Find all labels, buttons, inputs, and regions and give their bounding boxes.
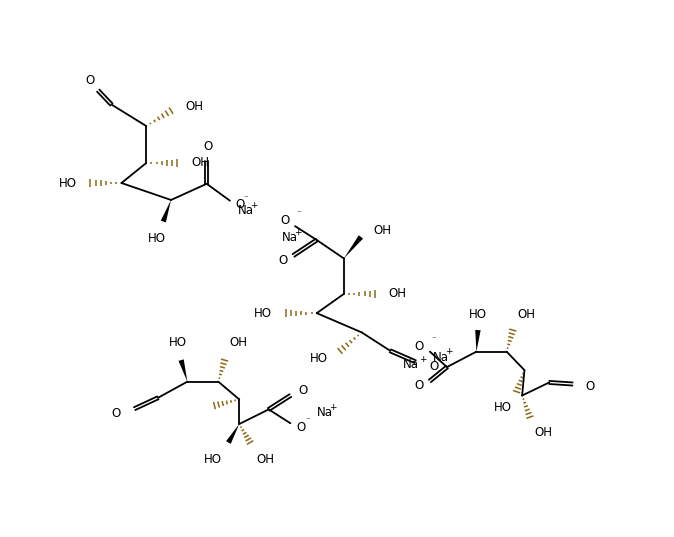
- Text: HO: HO: [204, 453, 222, 466]
- Text: OH: OH: [534, 426, 553, 439]
- Polygon shape: [179, 359, 187, 382]
- Text: Na: Na: [403, 358, 419, 371]
- Text: O: O: [235, 198, 245, 211]
- Text: ⁻: ⁻: [305, 417, 310, 425]
- Text: OH: OH: [185, 100, 203, 113]
- Text: +: +: [419, 355, 427, 364]
- Text: ⁻: ⁻: [243, 195, 248, 204]
- Text: Na: Na: [238, 204, 253, 217]
- Text: +: +: [250, 201, 257, 210]
- Text: ⁻: ⁻: [431, 335, 436, 344]
- Text: O: O: [415, 379, 424, 392]
- Text: O: O: [111, 407, 121, 420]
- Text: HO: HO: [309, 352, 328, 365]
- Text: +: +: [295, 228, 302, 237]
- Text: O: O: [415, 340, 424, 353]
- Polygon shape: [226, 424, 239, 444]
- Text: HO: HO: [59, 177, 77, 190]
- Text: OH: OH: [389, 287, 407, 300]
- Text: HO: HO: [494, 401, 512, 414]
- Text: Na: Na: [433, 351, 449, 364]
- Text: O: O: [278, 255, 287, 267]
- Text: O: O: [280, 214, 290, 227]
- Text: O: O: [429, 360, 438, 373]
- Text: O: O: [85, 74, 94, 87]
- Text: O: O: [204, 140, 213, 153]
- Polygon shape: [475, 330, 481, 352]
- Text: HO: HO: [148, 233, 166, 245]
- Text: OH: OH: [256, 453, 274, 466]
- Text: O: O: [585, 380, 594, 393]
- Polygon shape: [160, 200, 171, 222]
- Text: Na: Na: [317, 406, 333, 419]
- Text: OH: OH: [229, 336, 247, 350]
- Polygon shape: [344, 235, 363, 258]
- Text: O: O: [298, 384, 307, 397]
- Text: O: O: [297, 420, 306, 433]
- Text: OH: OH: [518, 308, 535, 321]
- Text: +: +: [446, 347, 453, 356]
- Text: HO: HO: [169, 336, 187, 350]
- Text: OH: OH: [191, 156, 209, 170]
- Text: OH: OH: [373, 224, 392, 237]
- Text: +: +: [329, 403, 336, 411]
- Text: Na: Na: [282, 231, 298, 244]
- Text: ⁻: ⁻: [297, 209, 301, 219]
- Text: HO: HO: [254, 307, 272, 320]
- Text: HO: HO: [469, 308, 487, 321]
